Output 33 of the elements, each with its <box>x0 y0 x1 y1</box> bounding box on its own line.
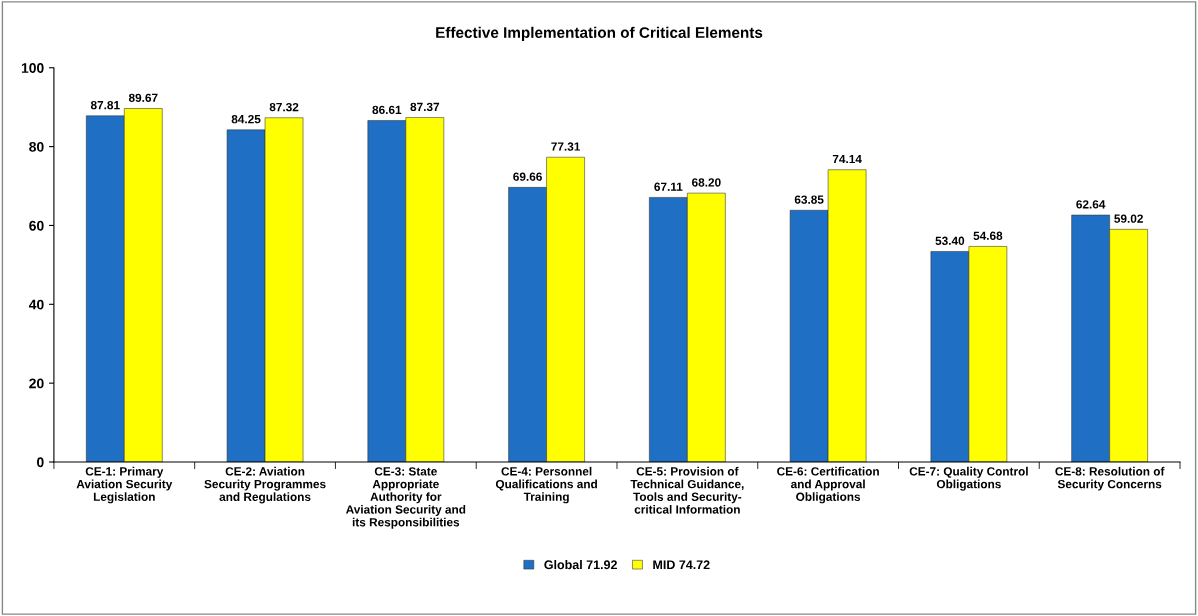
x-tick-label: CE-8: Resolution of Security Concerns <box>1055 466 1165 491</box>
x-tick-label: CE-4: Personnel Qualifications and Training <box>495 466 597 504</box>
data-label: 87.81 <box>90 100 120 110</box>
data-label: 77.31 <box>551 142 581 151</box>
data-label: 62.64 <box>1076 200 1106 209</box>
y-tick-label: 60 <box>29 220 44 231</box>
data-label: 74.14 <box>832 154 862 164</box>
data-label: 68.20 <box>692 178 721 187</box>
chart-title: Effective Implementation of Critical Elements <box>436 26 763 41</box>
x-tick-label: CE-1: Primary Aviation Security Legislation <box>76 466 173 504</box>
data-label: 86.61 <box>372 105 402 115</box>
x-tick-label: CE-3: State Appropriate Authority for Aviation Security and its Responsibilities <box>345 467 466 529</box>
legend-label: MID 74.72 <box>653 560 710 570</box>
y-tick-label: 40 <box>28 299 44 310</box>
legend-label: Global 71.92 <box>544 559 617 570</box>
data-label: 63.85 <box>794 195 824 204</box>
x-tick-label: CE-7: Quality Control Obligations <box>909 466 1028 491</box>
x-tick-label: CE-6: Certification and Approval Obligations <box>777 466 879 504</box>
data-label: 87.32 <box>269 102 299 112</box>
data-label: 69.66 <box>513 172 542 181</box>
data-label: 89.67 <box>128 93 158 102</box>
data-label: 53.40 <box>935 236 965 245</box>
y-tick-label: 20 <box>29 378 44 389</box>
y-tick-label: 80 <box>29 141 44 152</box>
data-label: 87.37 <box>410 102 440 112</box>
y-tick-label: 100 <box>21 63 44 73</box>
data-label: 67.11 <box>654 182 683 191</box>
data-label: 84.25 <box>231 114 261 124</box>
x-tick-label: CE-5: Provision of Technical Guidance, Tools and Security- critical Information <box>630 466 744 514</box>
data-label: 54.68 <box>973 231 1003 240</box>
data-label: 59.02 <box>1114 214 1143 223</box>
x-tick-label: CE-2: Aviation Security Programmes and Regulations <box>204 466 326 504</box>
y-tick-label: 0 <box>37 457 44 468</box>
